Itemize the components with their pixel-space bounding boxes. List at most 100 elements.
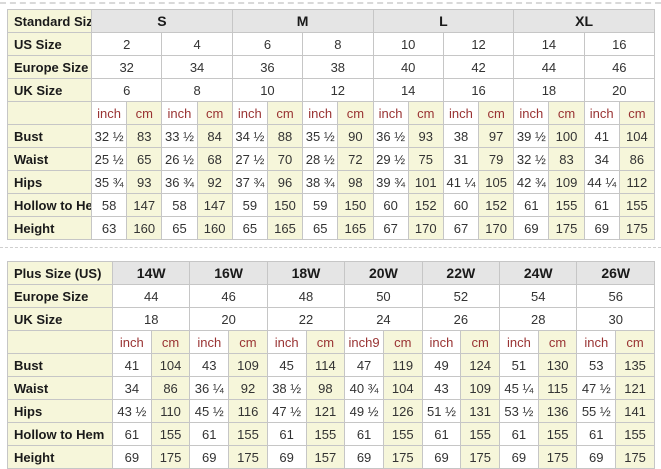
measure-value: 126	[382, 399, 423, 423]
size-value: 28	[499, 307, 578, 331]
measure-value: 165	[337, 216, 374, 240]
measure-value: 152	[478, 193, 515, 217]
measure-value: 68	[196, 147, 233, 171]
size-value: 46	[583, 55, 656, 79]
measure-value: 61	[576, 422, 617, 446]
table-corner-label: Plus Size (US)	[7, 261, 113, 285]
size-group-header: 20W	[344, 261, 423, 285]
size-value: 22	[266, 307, 346, 331]
measure-value: 43 ½	[112, 399, 152, 423]
size-value: 44	[111, 284, 191, 308]
measure-value: 59	[302, 193, 339, 217]
size-group-header: 22W	[421, 261, 501, 285]
measure-value: 86	[150, 376, 191, 400]
measure-value: 65	[161, 216, 198, 240]
measure-value: 31	[442, 147, 480, 171]
size-value: 14	[372, 78, 444, 102]
measure-value: 61	[189, 422, 230, 446]
unit-label: inch	[302, 101, 339, 125]
size-value: 10	[231, 78, 304, 102]
measure-value: 79	[478, 147, 515, 171]
measure-value: 53	[576, 353, 617, 377]
measure-value: 45	[266, 353, 307, 377]
measure-value: 61	[344, 422, 384, 446]
measure-value: 69	[583, 216, 620, 240]
measure-value: 61	[499, 422, 539, 446]
row-label-empty	[7, 101, 92, 125]
measure-value: 109	[548, 170, 585, 194]
size-group-header: 14W	[111, 261, 191, 285]
measure-value: 65	[231, 216, 268, 240]
size-value: 52	[421, 284, 501, 308]
measure-value: 38 ½	[266, 376, 307, 400]
size-value: 2	[90, 32, 163, 56]
size-value: 16	[442, 78, 515, 102]
size-value: 40	[372, 55, 444, 79]
measure-value: 100	[548, 124, 585, 148]
measure-value: 29 ½	[372, 147, 409, 171]
size-value: 26	[421, 307, 501, 331]
table-corner-label: Standard Size	[7, 9, 92, 33]
measure-value: 41 ¼	[442, 170, 480, 194]
size-group-header: 26W	[576, 261, 655, 285]
measure-value: 121	[615, 376, 655, 400]
size-value: 36	[231, 55, 304, 79]
size-value: 14	[513, 32, 585, 56]
row-label: US Size	[7, 32, 92, 56]
row-label-empty	[7, 330, 113, 354]
measure-value: 155	[305, 422, 346, 446]
row-label: Bust	[7, 353, 113, 377]
measure-value: 58	[161, 193, 198, 217]
measure-value: 152	[407, 193, 444, 217]
size-value: 50	[344, 284, 423, 308]
measure-value: 51 ½	[421, 399, 462, 423]
unit-label: cm	[126, 101, 163, 125]
measure-value: 69	[576, 445, 617, 469]
unit-label: inch	[266, 330, 307, 354]
row-label: Waist	[7, 376, 113, 400]
measure-value: 63	[90, 216, 128, 240]
unit-label: inch	[583, 101, 620, 125]
measure-value: 67	[442, 216, 480, 240]
measure-value: 60	[372, 193, 409, 217]
unit-label: inch	[372, 101, 409, 125]
measure-value: 160	[126, 216, 163, 240]
unit-label: inch	[499, 330, 539, 354]
measure-value: 155	[460, 422, 501, 446]
measure-value: 43	[189, 353, 230, 377]
measure-value: 37 ¾	[231, 170, 268, 194]
measure-value: 32 ½	[90, 124, 128, 148]
measure-value: 70	[266, 147, 304, 171]
measure-value: 28 ½	[302, 147, 339, 171]
row-label: Hips	[7, 170, 92, 194]
measure-value: 110	[150, 399, 191, 423]
measure-value: 39 ¾	[372, 170, 409, 194]
measure-value: 41	[112, 353, 152, 377]
measure-value: 60	[442, 193, 480, 217]
measure-value: 36 ¼	[189, 376, 230, 400]
size-value: 46	[189, 284, 268, 308]
measure-value: 65	[302, 216, 339, 240]
measure-value: 34	[583, 147, 620, 171]
measure-value: 135	[615, 353, 655, 377]
row-label: Waist	[7, 147, 92, 171]
measure-value: 69	[112, 445, 152, 469]
size-value: 42	[442, 55, 515, 79]
measure-value: 49	[421, 353, 462, 377]
measure-value: 131	[460, 399, 501, 423]
measure-value: 115	[537, 376, 578, 400]
measure-value: 104	[618, 124, 656, 148]
unit-label: cm	[615, 330, 655, 354]
size-value: 56	[576, 284, 655, 308]
measure-value: 104	[382, 376, 423, 400]
row-label: Hips	[7, 399, 113, 423]
measure-value: 150	[266, 193, 304, 217]
measure-value: 43	[421, 376, 462, 400]
size-value: 20	[189, 307, 268, 331]
measure-value: 47 ½	[266, 399, 307, 423]
measure-value: 34 ½	[231, 124, 268, 148]
measure-value: 170	[478, 216, 515, 240]
measure-value: 175	[618, 216, 656, 240]
measure-value: 130	[537, 353, 578, 377]
measure-value: 34	[112, 376, 152, 400]
